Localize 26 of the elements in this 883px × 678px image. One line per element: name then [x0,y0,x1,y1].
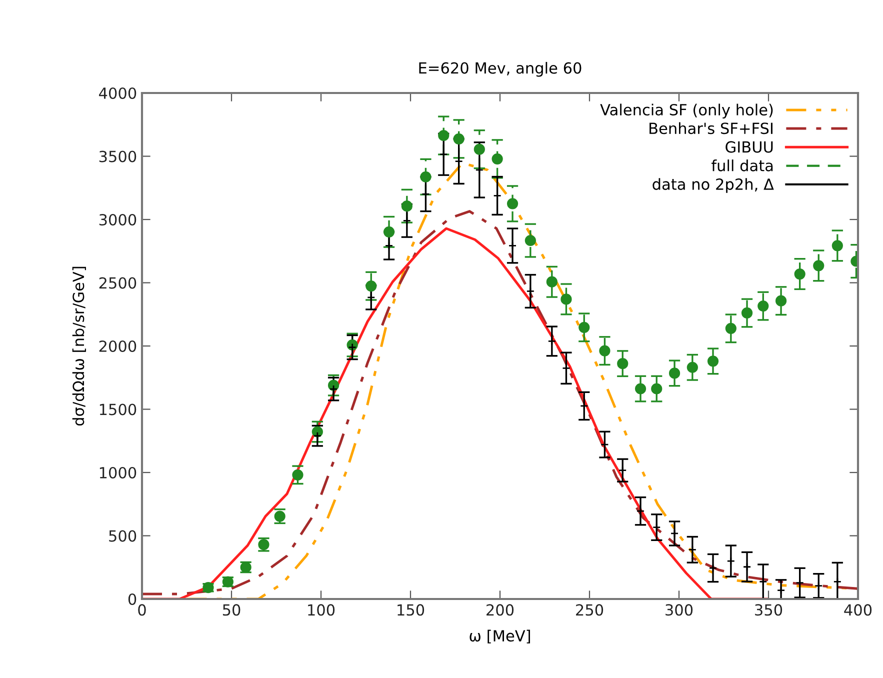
x-tick-label: 300 [666,604,693,616]
y-tick-label: 1000 [100,466,136,479]
legend-label: full data [712,160,773,172]
x-axis-title: ω [MeV] [470,630,530,644]
y-tick-label: 3000 [99,214,136,226]
x-tick-label: 250 [576,604,604,616]
chart-title: E=620 Mev, angle 60 [419,62,582,77]
legend-label: Valencia SF (only hole) [600,104,773,118]
x-tick-label: 150 [398,604,424,616]
x-tick-label: 0 [138,604,146,616]
legend-label: data no 2p2h, Δ [652,178,774,193]
y-tick-label: 2000 [99,340,136,352]
x-tick-label: 350 [755,604,782,616]
y-axis-title: dσ/dΩdω [nb/sr/GeV] [72,266,86,426]
legend-label: Benhar's SF+FSI [650,122,772,134]
y-tick-label: 3500 [99,150,136,162]
y-tick-label: 2500 [99,277,136,289]
x-tick-label: 100 [308,604,335,616]
legend-label: GIBUU [726,141,773,153]
y-tick-label: 1500 [100,404,136,416]
x-tick-label: 50 [222,604,240,616]
y-tick-label: 500 [109,530,136,542]
y-tick-label: 4000 [99,87,136,100]
y-tick-label: 0 [128,593,136,606]
x-tick-label: 400 [844,604,872,616]
x-tick-label: 200 [486,604,514,616]
